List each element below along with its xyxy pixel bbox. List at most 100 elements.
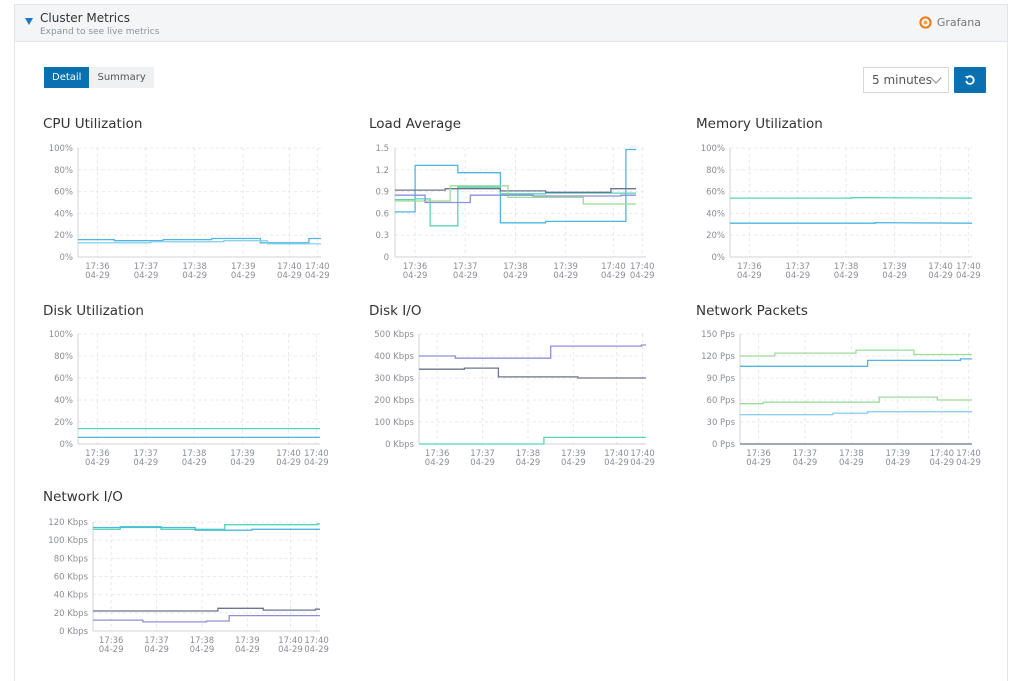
y-tick-label: 0% <box>60 253 74 263</box>
cluster-metrics-header[interactable]: Cluster Metrics Expand to see live metri… <box>14 4 1008 42</box>
x-tick-date: 04-29 <box>834 271 859 281</box>
x-tick-time: 17:40 <box>928 262 953 272</box>
x-tick-time: 17:36 <box>425 449 450 459</box>
y-tick-label: 60 Kbps <box>54 573 89 583</box>
x-tick-date: 04-29 <box>304 645 329 655</box>
x-tick-time: 17:39 <box>231 262 256 272</box>
series-line-4 <box>395 194 636 204</box>
y-tick-label: 120 Pps <box>701 352 735 362</box>
y-tick-label: 0% <box>60 440 74 450</box>
y-tick-label: 0% <box>712 253 726 263</box>
series-line-3 <box>740 411 972 416</box>
x-tick-time: 17:38 <box>182 449 207 459</box>
x-tick-time: 17:36 <box>99 636 124 646</box>
x-tick-time: 17:37 <box>793 449 818 459</box>
y-tick-label: 40% <box>54 396 73 406</box>
x-tick-time: 17:38 <box>516 449 541 459</box>
x-tick-date: 04-29 <box>516 458 541 468</box>
x-tick-date: 04-29 <box>133 458 158 468</box>
y-tick-label: 80 Kbps <box>54 554 89 564</box>
y-tick-label: 100% <box>701 144 725 154</box>
x-tick-time: 17:40 <box>277 262 302 272</box>
y-tick-label: 0 Pps <box>712 440 736 450</box>
series-line-1 <box>395 186 636 227</box>
x-tick-time: 17:40 <box>630 262 655 272</box>
y-tick-label: 80% <box>54 352 73 362</box>
y-tick-label: 20% <box>54 231 73 241</box>
series-line-1 <box>730 222 973 224</box>
x-tick-time: 17:38 <box>182 262 207 272</box>
x-tick-time: 17:38 <box>190 636 215 646</box>
y-tick-label: 0 Kbps <box>59 627 88 637</box>
x-tick-date: 04-29 <box>956 458 981 468</box>
x-tick-date: 04-29 <box>839 458 864 468</box>
x-tick-date: 04-29 <box>793 458 818 468</box>
series-line-0 <box>93 523 320 530</box>
x-tick-date: 04-29 <box>85 271 110 281</box>
tab-summary[interactable]: Summary <box>89 67 154 88</box>
time-range-value: 5 minutes <box>872 73 933 87</box>
x-tick-time: 17:40 <box>278 636 303 646</box>
y-tick-label: 0.3 <box>375 231 389 241</box>
y-tick-label: 200 Kbps <box>374 396 414 406</box>
x-tick-time: 17:40 <box>601 262 626 272</box>
series-line-0 <box>740 349 972 357</box>
series-line-0 <box>78 237 321 244</box>
x-tick-time: 17:40 <box>305 262 330 272</box>
x-tick-date: 04-29 <box>929 458 954 468</box>
header-title: Cluster Metrics <box>40 11 130 25</box>
view-tabs: Detail Summary <box>44 67 154 88</box>
series-line-2 <box>395 188 636 193</box>
x-tick-time: 17:38 <box>503 262 528 272</box>
x-tick-date: 04-29 <box>746 458 771 468</box>
x-tick-time: 17:39 <box>553 262 578 272</box>
x-tick-date: 04-29 <box>277 271 302 281</box>
x-tick-time: 17:37 <box>134 449 159 459</box>
x-tick-date: 04-29 <box>230 458 255 468</box>
series-line-2 <box>93 607 320 612</box>
tab-detail[interactable]: Detail <box>44 67 90 88</box>
x-tick-date: 04-29 <box>403 271 428 281</box>
y-tick-label: 100% <box>49 330 73 340</box>
series-line-2 <box>740 396 972 405</box>
grafana-link[interactable]: Grafana <box>919 16 981 29</box>
y-tick-label: 0.6 <box>375 209 389 219</box>
x-tick-time: 17:38 <box>839 449 864 459</box>
collapse-triangle-icon[interactable] <box>25 18 33 25</box>
y-tick-label: 0 <box>384 253 389 263</box>
y-tick-label: 80% <box>706 166 725 176</box>
x-tick-date: 04-29 <box>503 271 528 281</box>
panel-title-netpkt: Network Packets <box>696 303 808 319</box>
refresh-button[interactable] <box>954 67 986 93</box>
grafana-logo-icon <box>919 16 932 29</box>
x-tick-date: 04-29 <box>85 458 110 468</box>
x-tick-time: 17:36 <box>746 449 771 459</box>
series-line-2 <box>419 436 646 445</box>
x-tick-time: 17:40 <box>956 262 981 272</box>
x-tick-time: 17:40 <box>956 449 981 459</box>
y-tick-label: 300 Kbps <box>374 374 414 384</box>
series-line-1 <box>740 358 972 367</box>
x-tick-time: 17:40 <box>276 449 301 459</box>
time-range-select[interactable]: 5 minutes <box>863 67 949 93</box>
y-tick-label: 20% <box>54 418 73 428</box>
y-tick-label: 1.2 <box>375 166 389 176</box>
y-tick-label: 20 Kbps <box>54 609 89 619</box>
y-tick-label: 120 Kbps <box>48 518 88 528</box>
x-tick-time: 17:36 <box>737 262 762 272</box>
y-tick-label: 20% <box>706 231 725 241</box>
x-tick-date: 04-29 <box>785 271 810 281</box>
x-tick-date: 04-29 <box>553 271 578 281</box>
x-tick-date: 04-29 <box>231 271 256 281</box>
series-line-3 <box>395 185 636 205</box>
series-line-1 <box>93 526 320 531</box>
x-tick-time: 17:39 <box>882 262 907 272</box>
x-tick-date: 04-29 <box>737 271 762 281</box>
